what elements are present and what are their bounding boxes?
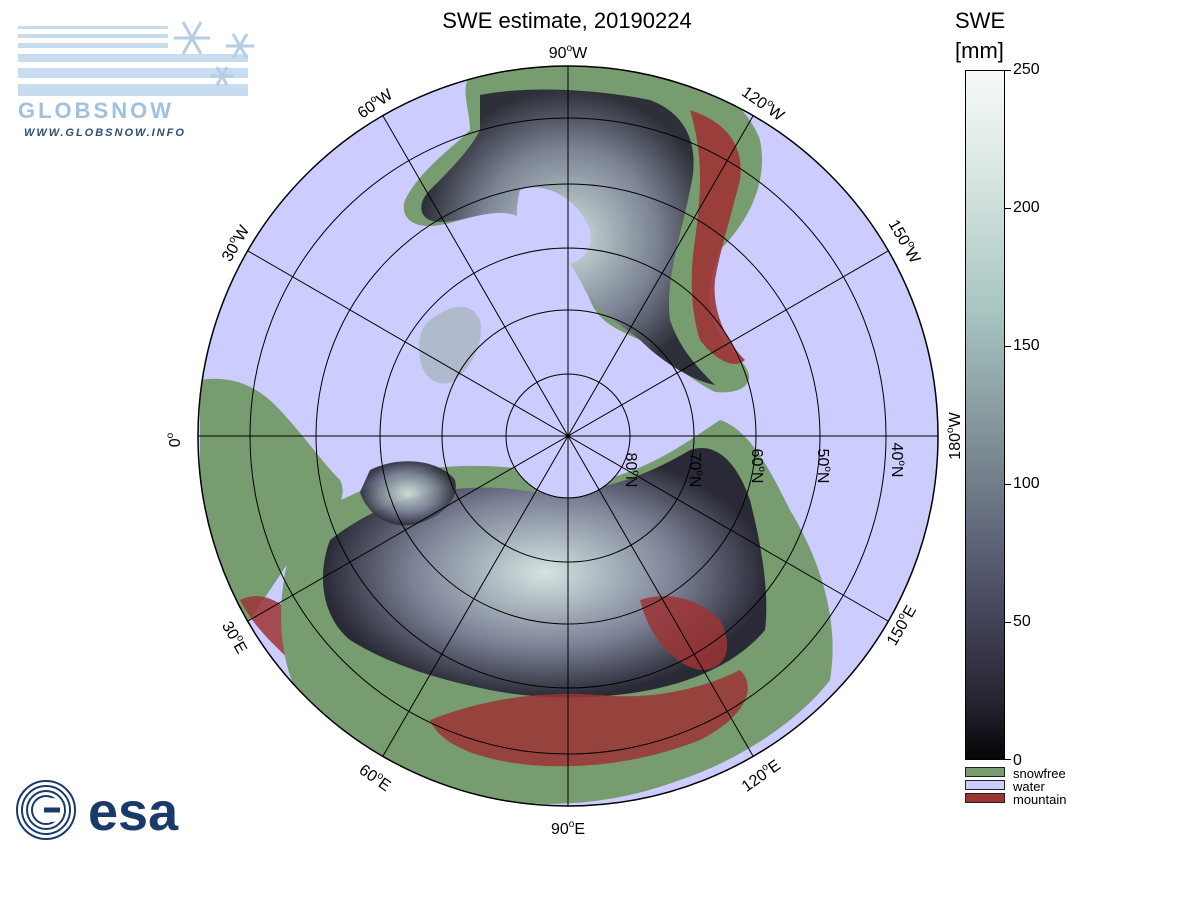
landmass-scandinavia <box>360 461 456 526</box>
lon-label-0: 0o <box>165 432 184 447</box>
lon-label-30e: 30oE <box>218 618 251 657</box>
esa-name: esa <box>88 782 179 842</box>
legend-swatch-water <box>965 780 1005 790</box>
lat-label-40n: 40oN <box>888 443 907 478</box>
colorbar-label-100: 100 <box>1013 475 1040 492</box>
lon-label-60e: 60oE <box>356 760 395 795</box>
legend-swatch-snowfree <box>965 767 1005 777</box>
colorbar-title-line2: [mm] <box>955 38 1004 63</box>
legend-label-mountain: mountain <box>1013 792 1067 807</box>
esa-logo: esa <box>16 780 179 842</box>
colorbar-label-200: 200 <box>1013 199 1040 216</box>
colorbar-title-line1: SWE <box>955 8 1006 33</box>
mountain-rockies <box>690 110 745 364</box>
colorbar-title: SWE [mm] <box>955 6 1025 66</box>
esa-emblem-icon <box>16 780 76 840</box>
globsnow-url: WWW.GLOBSNOW.INFO <box>24 127 186 138</box>
mountain-central-asia <box>430 670 748 767</box>
legend-swatch-mountain <box>965 793 1005 803</box>
landmass-europe <box>200 378 343 626</box>
colorbar-label-50: 50 <box>1013 613 1031 630</box>
colorbar-tick <box>1005 759 1011 760</box>
colorbar-tick <box>1005 484 1011 485</box>
lon-label-90e: 90oE <box>551 819 585 838</box>
lat-label-60n: 60oN <box>748 449 767 484</box>
polar-map: 90oW 90oE 0o 180oW 60oW 30oW 120oW 150oW… <box>165 43 960 838</box>
lat-label-50n: 50oN <box>814 449 833 484</box>
map-title: SWE estimate, 20190224 <box>442 8 692 33</box>
lat-label-80n: 80oN <box>622 453 641 488</box>
lat-label-70n: 70oN <box>686 453 705 488</box>
colorbar-label-250: 250 <box>1013 61 1040 78</box>
snowflake-icon <box>174 21 254 86</box>
globsnow-name: GLOBSNOW <box>18 98 174 123</box>
hudson-bay <box>516 187 591 265</box>
colorbar-label-0: 0 <box>1013 752 1022 769</box>
legend-label-water: water <box>1013 779 1045 794</box>
legend-label-snowfree: snowfree <box>1013 766 1066 781</box>
swe-colorbar <box>965 70 1005 760</box>
colorbar-tick <box>1005 70 1011 71</box>
landmass-greenland <box>419 306 481 384</box>
colorbar-tick <box>1005 622 1011 623</box>
lon-label-90w: 90oW <box>549 43 588 62</box>
longitude-grid <box>198 66 938 806</box>
colorbar-tick <box>1005 346 1011 347</box>
globsnow-logo: GLOBSNOW WWW.GLOBSNOW.INFO <box>18 21 254 138</box>
lon-label-180w: 180oW <box>945 411 960 459</box>
colorbar-tick <box>1005 208 1011 209</box>
colorbar-label-150: 150 <box>1013 337 1040 354</box>
mountain-east-asia <box>640 596 728 670</box>
